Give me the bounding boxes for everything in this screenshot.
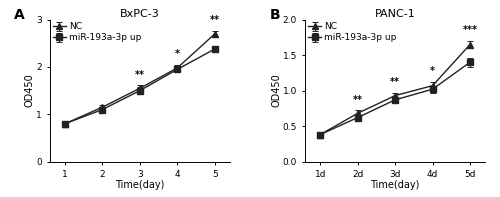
Y-axis label: OD450: OD450 [24, 74, 34, 108]
Text: **: ** [135, 70, 145, 80]
Title: BxPC-3: BxPC-3 [120, 9, 160, 19]
Title: PANC-1: PANC-1 [374, 9, 416, 19]
Legend: NC, miR-193a-3p up: NC, miR-193a-3p up [52, 21, 142, 43]
Legend: NC, miR-193a-3p up: NC, miR-193a-3p up [307, 21, 398, 43]
Text: **: ** [210, 15, 220, 25]
Text: *: * [175, 49, 180, 59]
Text: **: ** [352, 95, 362, 105]
Y-axis label: OD450: OD450 [271, 74, 281, 108]
Text: ***: *** [462, 25, 477, 35]
Text: **: ** [390, 77, 400, 87]
X-axis label: Time(day): Time(day) [115, 180, 164, 190]
X-axis label: Time(day): Time(day) [370, 180, 420, 190]
Text: *: * [430, 66, 435, 76]
Text: A: A [14, 8, 25, 22]
Text: B: B [270, 8, 280, 22]
